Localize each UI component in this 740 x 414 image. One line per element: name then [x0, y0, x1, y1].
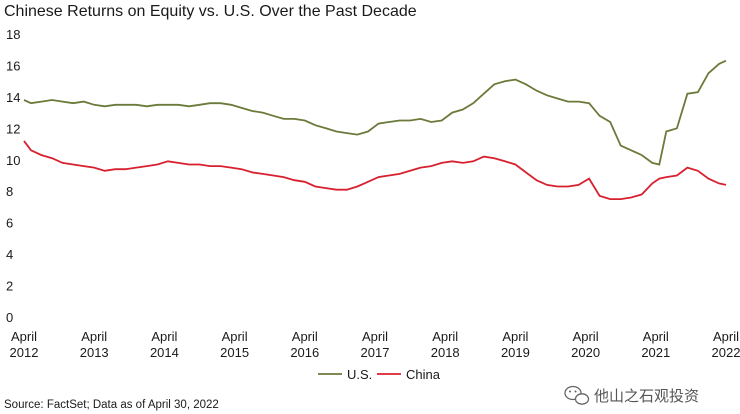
x-tick-year: 2015 [220, 345, 249, 360]
y-tick-label: 18 [6, 27, 20, 42]
legend-item: U.S. [318, 367, 372, 382]
series-lines [23, 59, 727, 201]
x-tick-month: April [502, 329, 528, 344]
y-tick-label: 0 [6, 310, 13, 325]
watermark-text: 他山之石观投资 [594, 388, 699, 405]
x-tick-year: 2019 [501, 345, 530, 360]
x-tick-month: April [292, 329, 318, 344]
wechat-icon [564, 385, 590, 405]
legend-item: China [377, 367, 441, 382]
x-tick-year: 2014 [150, 345, 179, 360]
y-tick-label: 16 [6, 58, 20, 73]
y-tick-label: 8 [6, 184, 13, 199]
x-tick-month: April [81, 329, 107, 344]
y-axis-ticks: 0 2 4 6 8 10 12 14 16 18 [6, 27, 20, 325]
x-tick-year: 2016 [290, 345, 319, 360]
legend-label: China [406, 367, 441, 382]
series-line-china [23, 140, 727, 201]
y-tick-label: 6 [6, 216, 13, 231]
x-tick-month: April [222, 329, 248, 344]
legend-label: U.S. [347, 367, 372, 382]
x-tick-year: 2018 [431, 345, 460, 360]
x-tick-year: 2021 [641, 345, 670, 360]
y-tick-label: 12 [6, 121, 20, 136]
x-tick-year: 2013 [80, 345, 109, 360]
x-tick-month: April [362, 329, 388, 344]
x-tick-year: 2022 [712, 345, 740, 360]
x-tick-month: April [713, 329, 739, 344]
x-tick-month: April [432, 329, 458, 344]
legend: U.S. China [318, 367, 441, 382]
x-tick-month: April [11, 329, 37, 344]
x-tick-month: April [643, 329, 669, 344]
x-axis-ticks: April2012April2013April2014April2015Apri… [10, 329, 740, 360]
x-tick-month: April [151, 329, 177, 344]
y-tick-label: 4 [6, 247, 13, 262]
x-tick-month: April [573, 329, 599, 344]
watermark: 他山之石观投资 [564, 385, 699, 405]
y-tick-label: 10 [6, 153, 20, 168]
y-tick-label: 2 [6, 279, 13, 294]
series-line-u-s [23, 59, 727, 166]
x-tick-year: 2017 [361, 345, 390, 360]
x-tick-year: 2012 [10, 345, 39, 360]
y-tick-label: 14 [6, 90, 20, 105]
source-note: Source: FactSet; Data as of April 30, 20… [4, 399, 219, 411]
chart-title: Chinese Returns on Equity vs. U.S. Over … [4, 3, 417, 20]
x-tick-year: 2020 [571, 345, 600, 360]
